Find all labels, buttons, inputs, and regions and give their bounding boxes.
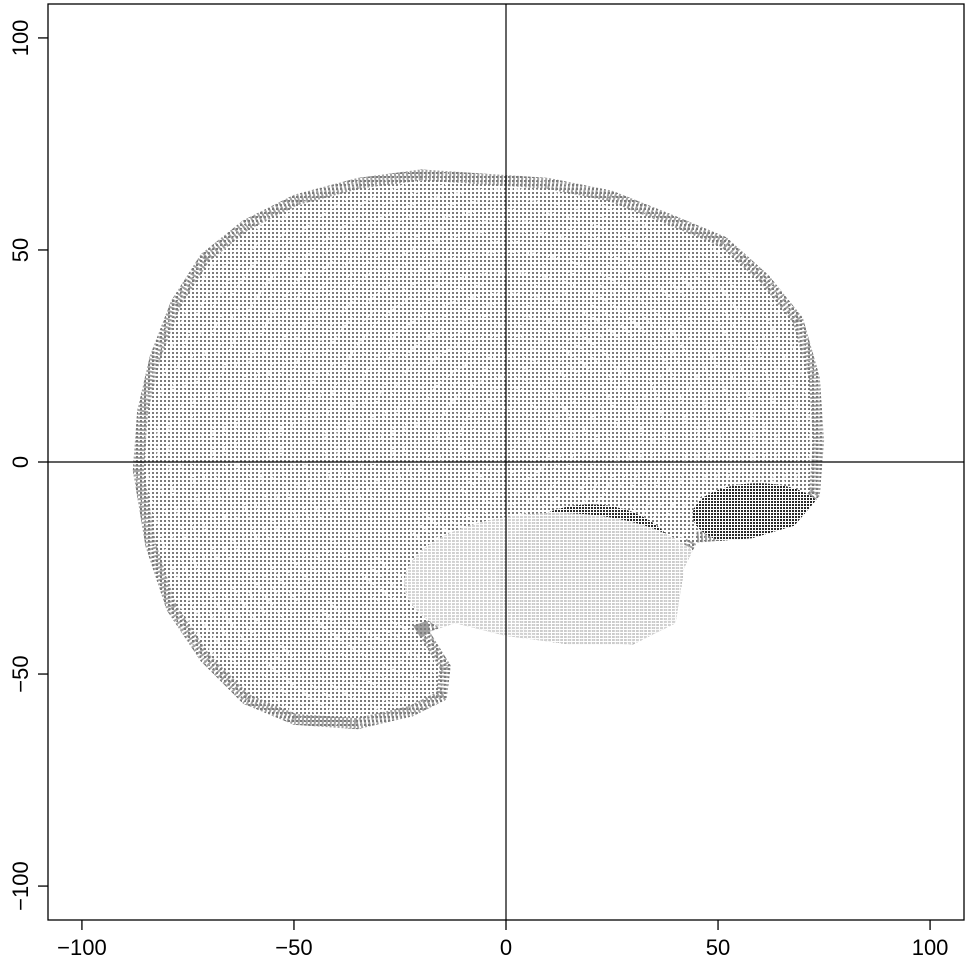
y-tick-label: 100 [8,20,33,57]
x-axis: −100 −50 0 50 100 [57,920,948,960]
contour-ring [346,292,666,590]
contour-ring [212,169,800,715]
contour-ring [291,240,721,641]
y-tick-label: −100 [8,861,33,911]
region-brainstem [404,512,710,653]
y-tick-label: 0 [8,456,33,468]
y-tick-label: −50 [8,655,33,692]
y-tick-label: 50 [8,238,33,262]
y-axis: −100 −50 0 50 100 [8,20,48,911]
contour-ring [301,250,711,631]
contour-ring [470,407,542,474]
contour-ring [414,355,598,527]
reference-lines [48,4,964,920]
x-tick-label: 50 [706,935,730,960]
contour-ring [459,396,554,485]
contour-ring [246,198,766,683]
contour-ring [403,345,609,537]
contour-ring [234,187,778,694]
contour-ring [189,169,823,730]
x-tick-label: −100 [57,935,107,960]
x-tick-label: 100 [912,935,949,960]
x-tick-label: 0 [500,935,512,960]
x-tick-label: −50 [275,935,312,960]
region-frontal-lower [692,483,825,547]
contour-ring [358,303,654,579]
contour-ring [178,169,825,730]
